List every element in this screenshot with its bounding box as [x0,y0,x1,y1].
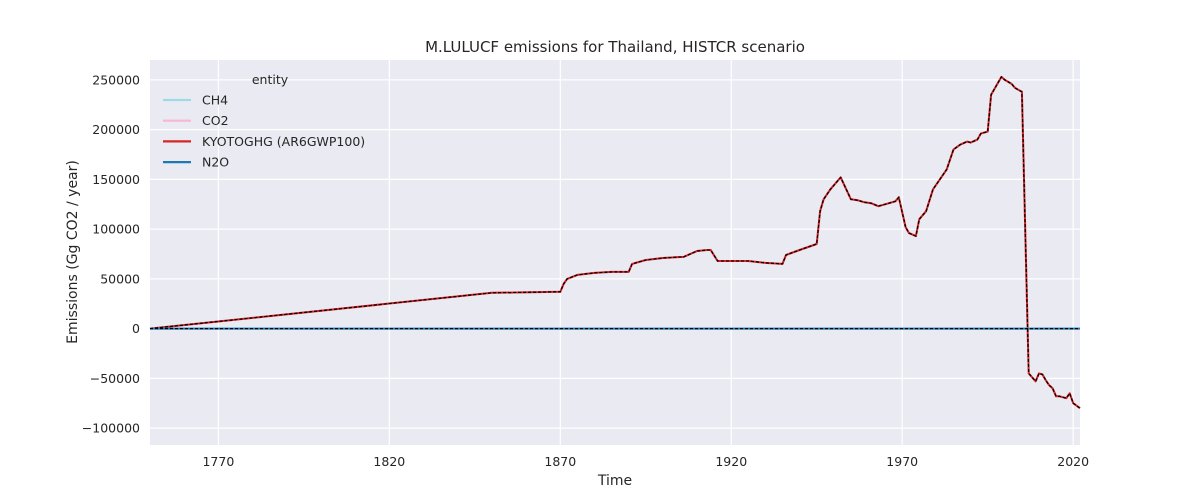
chart-title: M.LULUCF emissions for Thailand, HISTCR … [425,38,805,56]
x-tick-label: 1920 [715,454,747,469]
x-tick-label: 1870 [544,454,576,469]
grid [150,60,1080,445]
y-axis-ticks: −100000 −50000 0 50000 100000 150000 200000 250… [82,72,140,435]
y-tick-label: −50000 [90,371,140,386]
y-tick-label: 50000 [100,271,140,286]
y-tick-label: 150000 [92,172,140,187]
plot-background [150,60,1080,445]
y-tick-label: 200000 [92,122,140,137]
y-axis-title: Emissions (Gg CO2 / year) [65,160,81,344]
x-tick-label: 2020 [1057,454,1089,469]
x-tick-label: 1770 [202,454,234,469]
legend-label-co2: CO2 [202,113,229,128]
series-group [149,75,1081,410]
x-axis-title: Time [597,473,632,489]
legend-label-n2o: N2O [202,155,229,170]
legend: entity CH4 CO2 KYOTOGHG (AR6GWP100) N2O [163,72,365,170]
x-axis-ticks: 1770 1820 1870 1920 1970 2020 [202,454,1089,469]
y-tick-label: −100000 [82,421,140,436]
y-tick-label: 250000 [92,72,140,87]
legend-label-ch4: CH4 [202,93,228,108]
x-tick-label: 1820 [373,454,405,469]
series-overlay-kyotoghg-ar6gwp100 [149,76,1081,409]
y-tick-label: 100000 [92,222,140,237]
legend-label-kyotoghg-ar6gwp100: KYOTOGHG (AR6GWP100) [202,134,365,149]
y-tick-label: 0 [132,321,140,336]
x-tick-label: 1970 [886,454,918,469]
legend-title: entity [252,72,289,87]
